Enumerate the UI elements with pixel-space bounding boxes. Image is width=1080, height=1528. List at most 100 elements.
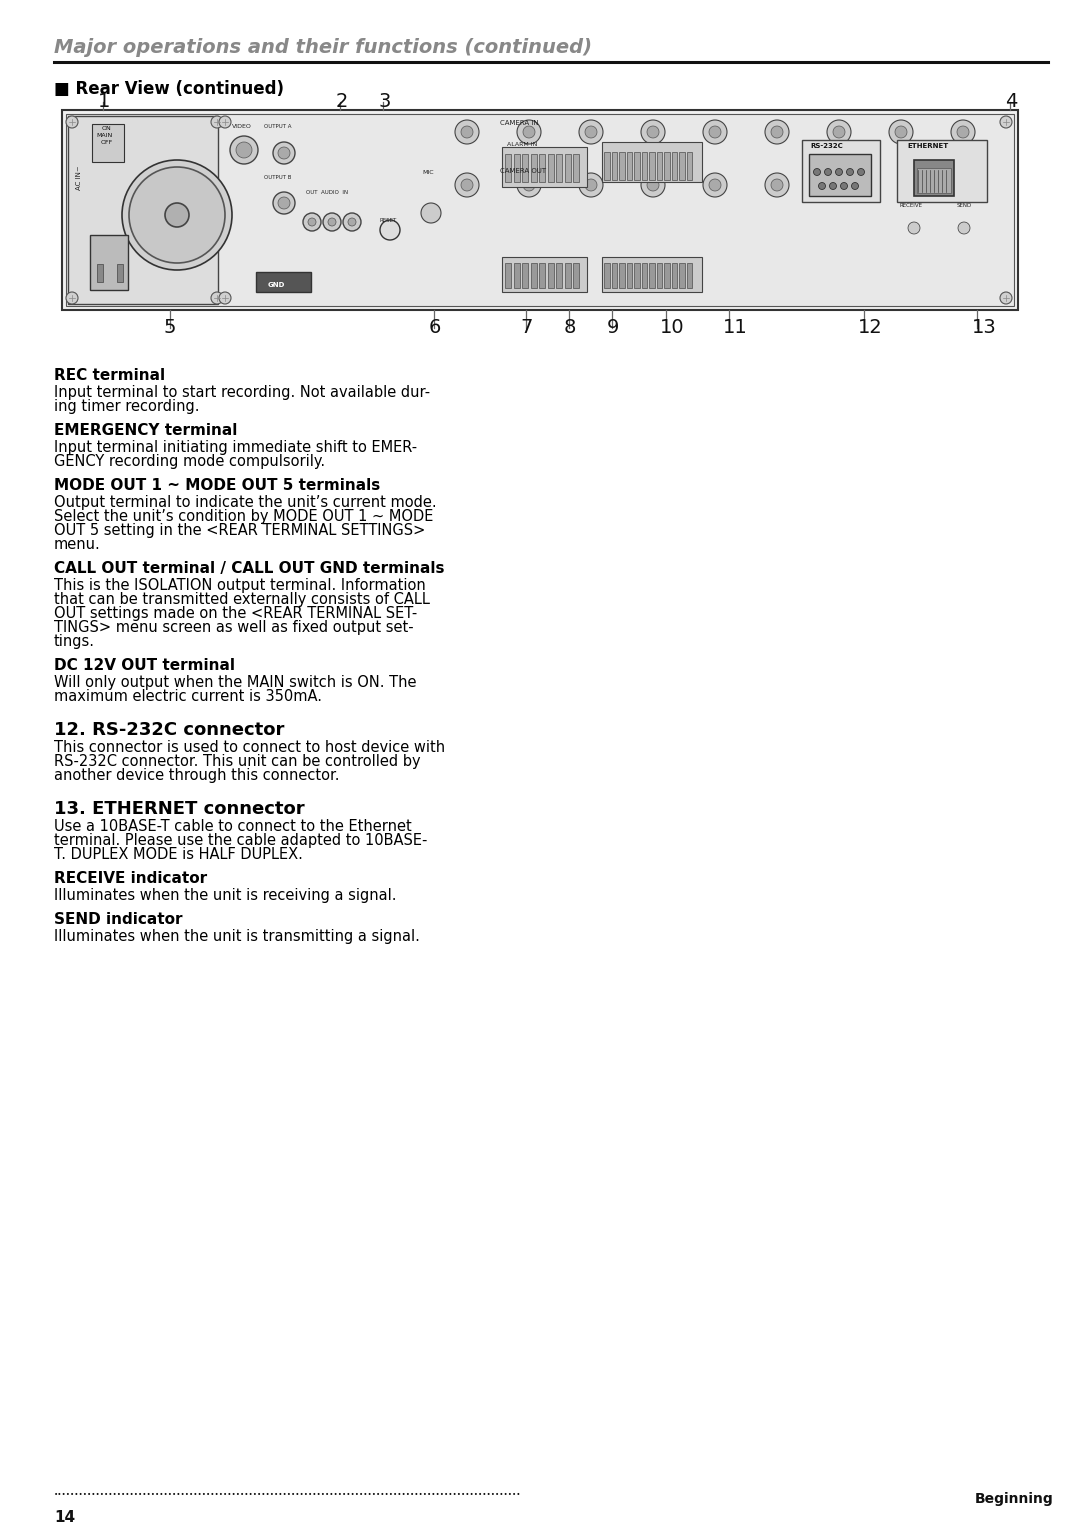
Bar (642, 263, 647, 287)
Text: This is the ISOLATION output terminal. Information: This is the ISOLATION output terminal. I… (54, 578, 426, 593)
Circle shape (421, 203, 441, 223)
Text: Will only output when the MAIN switch is ON. The: Will only output when the MAIN switch is… (54, 675, 417, 691)
Bar (664, 263, 670, 287)
Text: OUTPUT B: OUTPUT B (264, 176, 292, 180)
Bar (914, 160, 954, 196)
Circle shape (211, 292, 222, 304)
Bar (687, 263, 692, 287)
Circle shape (66, 292, 78, 304)
Text: Output terminal to indicate the unit’s current mode.: Output terminal to indicate the unit’s c… (54, 495, 436, 510)
Circle shape (308, 219, 316, 226)
Text: DC 12V OUT terminal: DC 12V OUT terminal (54, 659, 235, 672)
Text: Illuminates when the unit is receiving a signal.: Illuminates when the unit is receiving a… (54, 888, 396, 903)
Bar (565, 263, 570, 287)
Circle shape (122, 160, 232, 270)
Text: 7: 7 (519, 318, 532, 338)
Circle shape (836, 168, 842, 176)
Circle shape (840, 182, 848, 189)
Circle shape (328, 219, 336, 226)
Bar (522, 154, 528, 182)
Circle shape (165, 203, 189, 228)
Bar (917, 168, 951, 193)
Circle shape (343, 212, 361, 231)
Circle shape (708, 125, 721, 138)
Circle shape (219, 292, 231, 304)
Bar (556, 263, 562, 287)
Circle shape (827, 173, 851, 197)
Text: ••••••••••••••••••••••••••••••••••••••••••••••••••••••••••••••••••••••••••••••••: ••••••••••••••••••••••••••••••••••••••••… (54, 1491, 522, 1497)
Circle shape (230, 136, 258, 163)
Text: VIDEO: VIDEO (232, 124, 252, 128)
Text: another device through this connector.: another device through this connector. (54, 769, 339, 782)
Text: ETHERNET: ETHERNET (907, 144, 948, 150)
Circle shape (273, 142, 295, 163)
Bar (513, 263, 519, 287)
Bar (802, 141, 880, 202)
Bar (604, 151, 609, 180)
Circle shape (824, 168, 832, 176)
Circle shape (585, 179, 597, 191)
Text: 3: 3 (378, 92, 391, 112)
Text: RECEIVE: RECEIVE (900, 203, 923, 208)
Bar (256, 272, 311, 292)
Bar (117, 264, 123, 283)
Bar (672, 151, 677, 180)
Text: 14: 14 (54, 1510, 76, 1525)
Text: Select the unit’s condition by MODE OUT 1 ~ MODE: Select the unit’s condition by MODE OUT … (54, 509, 433, 524)
Text: 11: 11 (723, 318, 747, 338)
Circle shape (703, 121, 727, 144)
Circle shape (517, 121, 541, 144)
Circle shape (951, 121, 975, 144)
Bar (611, 263, 617, 287)
Circle shape (957, 125, 969, 138)
Text: GND: GND (268, 283, 285, 287)
Bar (679, 263, 685, 287)
Circle shape (455, 173, 480, 197)
Circle shape (851, 182, 859, 189)
Text: OFF: OFF (102, 141, 113, 145)
Bar (619, 263, 624, 287)
Circle shape (858, 168, 864, 176)
Bar (66, 115, 1014, 306)
Circle shape (461, 179, 473, 191)
Circle shape (211, 116, 222, 128)
Text: REC terminal: REC terminal (54, 368, 165, 384)
Circle shape (323, 212, 341, 231)
Text: SEND indicator: SEND indicator (54, 912, 183, 927)
Circle shape (647, 179, 659, 191)
Text: AC IN~: AC IN~ (76, 165, 82, 189)
Text: SEND: SEND (957, 203, 972, 208)
Text: RECEIVE indicator: RECEIVE indicator (54, 871, 207, 886)
Bar (522, 263, 528, 287)
Bar (530, 154, 537, 182)
Circle shape (219, 116, 231, 128)
Text: 5: 5 (163, 318, 176, 338)
Circle shape (642, 121, 665, 144)
Bar (573, 263, 579, 287)
Circle shape (647, 125, 659, 138)
Bar (611, 151, 617, 180)
Text: MAIN: MAIN (96, 133, 112, 138)
Circle shape (765, 121, 789, 144)
Text: OUT 5 setting in the <REAR TERMINAL SETTINGS>: OUT 5 setting in the <REAR TERMINAL SETT… (54, 523, 426, 538)
Text: RS-232C: RS-232C (810, 144, 842, 150)
Text: ing timer recording.: ing timer recording. (54, 399, 200, 414)
Text: maximum electric current is 350mA.: maximum electric current is 350mA. (54, 689, 322, 704)
Text: RS-232C connector. This unit can be controlled by: RS-232C connector. This unit can be cont… (54, 753, 420, 769)
Circle shape (348, 219, 356, 226)
Bar (68, 116, 218, 304)
Text: 12. RS-232C connector: 12. RS-232C connector (54, 721, 284, 740)
Text: Input terminal to start recording. Not available dur-: Input terminal to start recording. Not a… (54, 385, 430, 400)
Text: Beginning: Beginning (975, 1491, 1054, 1507)
Circle shape (461, 125, 473, 138)
Text: RESET: RESET (380, 219, 397, 223)
Text: GENCY recording mode compulsorily.: GENCY recording mode compulsorily. (54, 454, 325, 469)
Circle shape (642, 173, 665, 197)
Circle shape (237, 142, 252, 157)
Text: MODE OUT 1 ~ MODE OUT 5 terminals: MODE OUT 1 ~ MODE OUT 5 terminals (54, 478, 380, 494)
Circle shape (819, 182, 825, 189)
Text: OUT  AUDIO  IN: OUT AUDIO IN (306, 189, 348, 196)
Text: Input terminal initiating immediate shift to EMER-: Input terminal initiating immediate shif… (54, 440, 417, 455)
Bar (649, 263, 654, 287)
Bar (530, 263, 537, 287)
